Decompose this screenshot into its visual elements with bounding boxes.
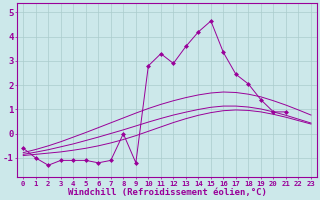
X-axis label: Windchill (Refroidissement éolien,°C): Windchill (Refroidissement éolien,°C) [68,188,267,197]
